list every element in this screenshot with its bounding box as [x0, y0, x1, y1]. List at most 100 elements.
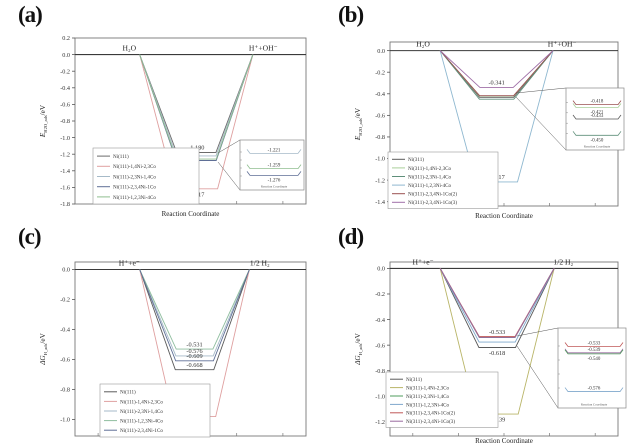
- inset-level-line: [564, 348, 624, 354]
- legend-label: Ni(311)-2,3Ni-1,4Co: [406, 393, 450, 400]
- y-tick-label: -0.2: [375, 69, 385, 76]
- inset-connector-line: [515, 96, 567, 151]
- annotation-value-label: -0.531: [186, 341, 202, 348]
- legend-label: Ni(311)-1,2,3Ni-4Co: [406, 401, 450, 408]
- y-tick-label: -0.6: [60, 357, 70, 364]
- inset-value-label: -1.276: [268, 178, 281, 183]
- legend-label: Ni(111)-2,3Ni-1,4Co: [120, 408, 163, 415]
- inset-connector-line: [515, 87, 567, 94]
- inset-level-line: [246, 164, 302, 169]
- y-tick-label: -1.6: [60, 185, 70, 192]
- inset-level-line: [564, 342, 624, 347]
- state-label-right: 1/2 H₂: [553, 257, 573, 266]
- inset-value-label: -0.540: [588, 357, 601, 362]
- inset-value-label: -0.533: [588, 342, 601, 347]
- inset-level-line: [572, 114, 622, 120]
- y-tick-label: -0.4: [375, 91, 385, 98]
- inset-value-label: -1.221: [268, 148, 281, 153]
- inset-x-axis-label: Reaction Coordinate: [261, 185, 288, 189]
- legend-label: Ni(111)-1,2,3Ni-4Co: [113, 194, 156, 201]
- panel-letter-b: (b): [338, 2, 364, 27]
- y-tick-label: -0.2: [375, 291, 385, 298]
- panel-d-plot: 0.0 -0.2 -0.4 -0.6 -0.8 -1.0 -1.2 H⁺+e⁻ 1/2 H₂ -0…: [354, 257, 627, 444]
- legend-label: Ni(111): [120, 389, 136, 396]
- y-axis-label-symbol: E: [354, 135, 362, 141]
- y-tick-label: -1.2: [375, 419, 385, 426]
- inset-level-line: [564, 349, 624, 355]
- legend-label: Ni(311)-2,3,4Ni-1Co(3): [406, 418, 455, 425]
- x-axis-label: Reaction Coordinate: [475, 437, 533, 444]
- x-axis-label: Reaction Coordinate: [475, 212, 533, 220]
- energy-well-line: [439, 50, 554, 97]
- energy-well-line: [139, 269, 250, 362]
- panel-a: (a) 0.2 0.0 -0.2 -0.4 -0.6 -0.8 -1.0 -1.2 -1.4 -1…: [0, 0, 320, 222]
- y-tick-label: -1.0: [375, 156, 385, 163]
- y-tick-label: -1.4: [375, 199, 385, 206]
- legend-box: [92, 147, 200, 205]
- legend-label: Ni(311)-1,4Ni-2,3Co: [406, 385, 450, 392]
- y-tick-label: -0.2: [60, 68, 70, 75]
- legend-label: Ni(311): [406, 376, 422, 383]
- legend-label: Ni(311)-1,2,3Ni-4Co: [408, 182, 452, 189]
- inset-value-label: -1.259: [268, 164, 281, 169]
- y-tick-label: -0.8: [375, 368, 385, 375]
- y-tick-label: -1.4: [60, 168, 70, 175]
- energy-well-line: [439, 50, 554, 100]
- y-tick-label: -0.8: [375, 134, 385, 141]
- y-axis-label: EH2O_ads/eV: [39, 104, 48, 138]
- state-label-right: H⁺+OH⁻: [548, 40, 577, 49]
- inset-x-axis-label: Reaction Coordinate: [584, 145, 611, 149]
- energy-well-line: [439, 50, 554, 97]
- energy-well-line: [439, 268, 555, 348]
- y-axis-label-subscript: H2O_ads: [43, 115, 48, 133]
- legend-box: [387, 151, 499, 209]
- y-tick-label: -1.0: [60, 417, 70, 424]
- panel-letter-a: (a): [18, 2, 43, 27]
- y-tick-label: -0.6: [375, 342, 385, 349]
- inset-value-label: -0.576: [588, 387, 601, 392]
- legend-label: Ni(311)-2,3,4Ni-1Co(2): [406, 410, 455, 417]
- annotation-value-label: -0.576: [186, 348, 202, 355]
- inset-box: [557, 327, 627, 409]
- state-label-left: H₂O: [416, 40, 430, 49]
- inset-value-label: -0.418: [591, 100, 604, 105]
- y-tick-label: -0.4: [375, 317, 385, 324]
- inset-box: [239, 139, 305, 191]
- y-axis-label-subscript: H2O_ads: [358, 118, 363, 136]
- legend-label: Ni(311)-1,4Ni-2,3Co: [408, 165, 452, 172]
- energy-well-line: [139, 54, 254, 157]
- inset-connector-line: [217, 161, 241, 191]
- panel-c: (c) 0.0 -0.2 -0.4 -0.6 -0.8 -1.0 H⁺+e⁻ 1/2 H₂ -0…: [0, 222, 320, 444]
- y-axis-label-subscript: H_ads: [43, 343, 48, 355]
- y-tick-label: -1.0: [375, 394, 385, 401]
- y-tick-label: 0.0: [377, 266, 385, 273]
- y-tick-label: 0.0: [377, 48, 385, 55]
- inset-level-line: [246, 171, 302, 176]
- panel-d: (d) 0.0 -0.2 -0.4 -0.6 -0.8 -1.0 -1.2 H⁺+e⁻ 1/2 …: [320, 222, 640, 444]
- y-axis-label-symbol: E: [39, 132, 47, 138]
- state-label-left: H₂O: [122, 44, 136, 53]
- legend-box: [385, 371, 499, 428]
- y-tick-label: -0.8: [60, 387, 70, 394]
- inset-value-label: -0.450: [591, 138, 604, 143]
- y-axis-label-unit: /eV: [354, 332, 362, 343]
- energy-well-line: [439, 268, 555, 338]
- inset-x-axis-label: Reaction Coordinate: [581, 403, 608, 407]
- y-axis-label: ΔGH_ads/eV: [354, 332, 363, 365]
- legend-label: Ni(111)-1,4Ni-2,3Co: [113, 163, 156, 170]
- x-axis-label: Reaction Coordinate: [162, 210, 220, 218]
- inset-level-line: [572, 100, 622, 105]
- legend-label: Ni(111)-1,4Ni-2,3Co: [120, 398, 163, 405]
- inset-value-label: -0.421: [591, 110, 604, 115]
- energy-well-line: [139, 269, 250, 357]
- y-tick-label: -0.2: [60, 297, 70, 304]
- y-axis-label: ΔGH_ads/eV: [39, 332, 48, 365]
- y-tick-label: -0.4: [60, 85, 70, 92]
- energy-well-line: [139, 54, 254, 160]
- panel-letter-d: (d): [338, 224, 364, 249]
- panel-a-plot: 0.2 0.0 -0.2 -0.4 -0.6 -0.8 -1.0 -1.2 -1.4 -1.6 -1…: [39, 35, 307, 218]
- energy-well-line: [139, 269, 250, 371]
- state-label-left: H⁺+e⁻: [119, 259, 140, 268]
- state-label-right: H⁺+OH⁻: [249, 44, 278, 53]
